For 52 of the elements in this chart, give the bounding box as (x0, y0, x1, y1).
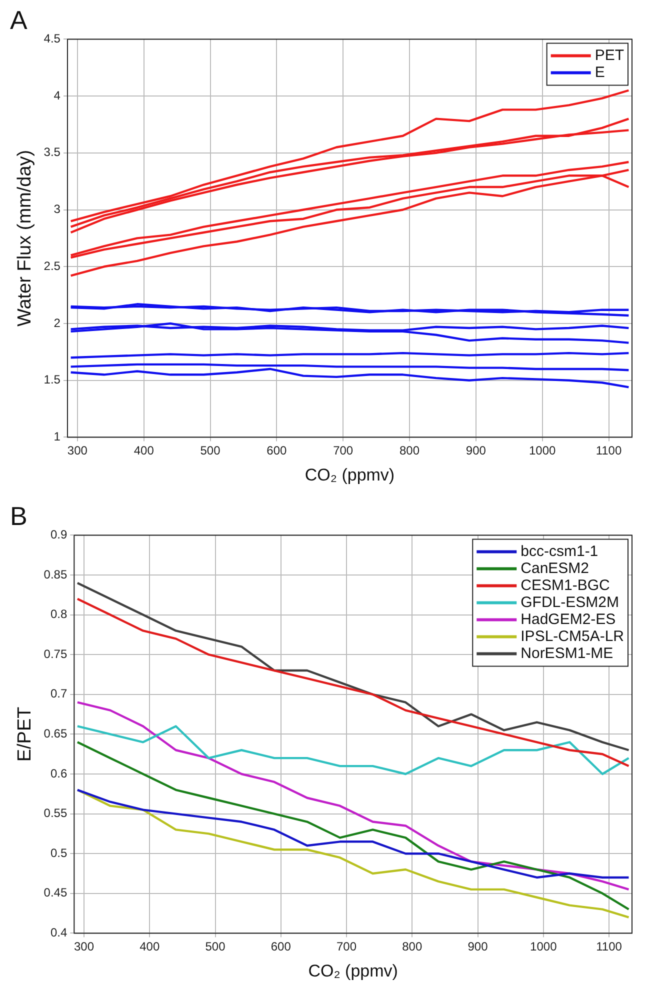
legend-label: E (594, 64, 605, 81)
x-tick-label: 900 (466, 444, 486, 458)
y-tick-label: 2.5 (44, 258, 61, 273)
x-tick-label: 400 (140, 940, 160, 954)
legend-label: PET (594, 46, 624, 64)
y-tick-label: 4 (54, 88, 61, 102)
y-tick-label: 0.45 (44, 886, 68, 900)
legend-label: GFDL-ESM2M (520, 594, 619, 611)
y-tick-label: 0.55 (44, 806, 68, 820)
y-tick-label: 0.6 (50, 766, 68, 780)
x-tick-label: 800 (400, 444, 420, 458)
x-tick-label: 500 (200, 444, 221, 458)
legend-label: CESM1-BGC (520, 576, 610, 594)
x-tick-label: 1100 (596, 940, 622, 954)
y-tick-label: 0.9 (50, 528, 68, 542)
legend-label: HadGEM2-ES (520, 610, 616, 628)
y-tick-label: 3.5 (44, 145, 61, 160)
legend-label: NorESM1-ME (520, 644, 614, 662)
x-axis-title: CO₂ (ppmv) (308, 961, 398, 980)
y-tick-label: 1 (54, 430, 61, 444)
legend-label: bcc-csm1-1 (520, 542, 598, 560)
x-tick-label: 700 (333, 444, 354, 458)
chart-title: B (10, 500, 28, 531)
x-tick-label: 1000 (528, 444, 556, 458)
y-tick-label: 4.5 (44, 32, 61, 46)
x-tick-label: 600 (270, 940, 292, 954)
x-tick-label: 900 (468, 940, 488, 954)
y-tick-label: 2 (54, 316, 61, 330)
x-axis-title: CO₂ (ppmv) (304, 465, 395, 484)
x-tick-label: 400 (134, 444, 154, 458)
legend-label: CanESM2 (520, 560, 590, 577)
x-tick-label: 700 (336, 940, 357, 954)
y-tick-label: 0.65 (44, 726, 68, 741)
y-tick-label: 0.4 (50, 926, 68, 940)
x-tick-label: 800 (402, 940, 422, 954)
x-tick-label: 300 (67, 444, 88, 458)
x-tick-label: 1000 (530, 940, 558, 954)
y-axis-title: Water Flux (mm/day) (14, 150, 36, 327)
x-tick-label: 300 (74, 940, 94, 954)
x-tick-label: 1100 (596, 444, 622, 458)
y-tick-label: 1.5 (44, 372, 61, 387)
y-axis-title: E/PET (14, 706, 36, 762)
x-tick-label: 600 (266, 444, 288, 458)
y-tick-label: 0.7 (50, 686, 68, 701)
y-tick-label: 3 (54, 202, 61, 216)
y-tick-label: 0.8 (50, 607, 68, 622)
y-tick-label: 0.85 (44, 567, 68, 582)
legend-label: IPSL-CM5A-LR (520, 628, 624, 645)
chart-title: A (10, 4, 28, 35)
y-tick-label: 0.5 (50, 846, 68, 860)
y-tick-label: 0.75 (44, 646, 68, 661)
x-tick-label: 500 (205, 940, 226, 954)
